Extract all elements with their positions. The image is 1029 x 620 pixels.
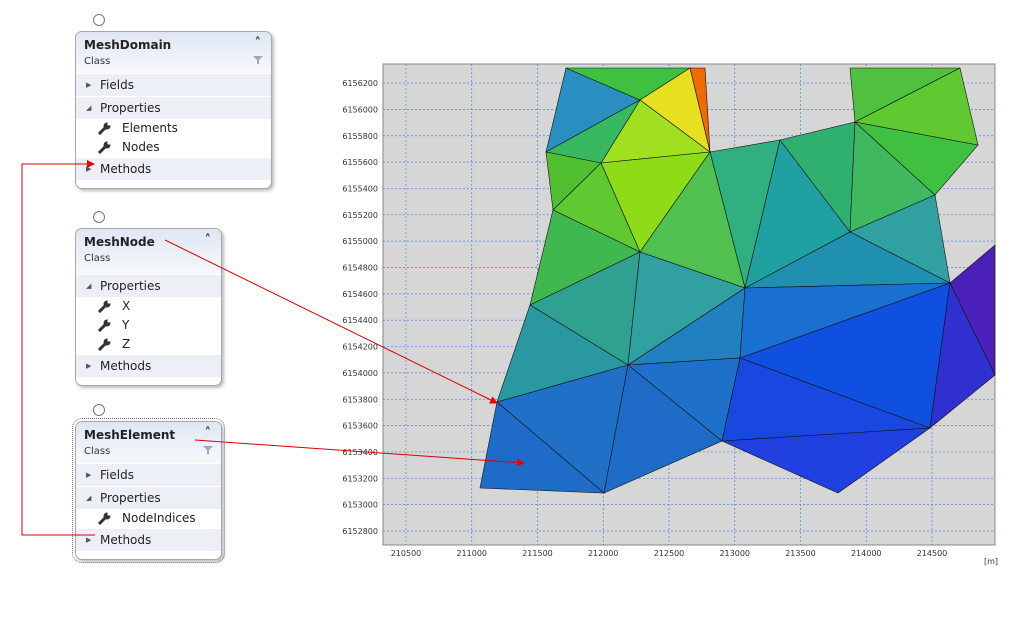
member: NodeIndices: [76, 509, 221, 528]
mesh-cell: [929, 281, 996, 429]
y-tick-label: 6154200: [342, 343, 378, 352]
class-kind: Class: [84, 253, 111, 264]
expander: ▶: [86, 362, 92, 370]
mesh-cell: [721, 427, 932, 494]
y-tick-label: 6155600: [342, 158, 378, 167]
collapse-icon: ˄: [254, 36, 262, 51]
y-tick-label: 6155200: [342, 211, 378, 220]
mesh-cell: [603, 364, 723, 494]
class-header: MeshNode Class ˄: [76, 229, 221, 274]
class-header: MeshElement Class ˄: [76, 422, 221, 463]
member: X: [76, 297, 221, 316]
member: Elements: [76, 119, 271, 138]
y-tick-label: 6152800: [342, 527, 378, 536]
member: Nodes: [76, 138, 271, 157]
wrench-icon: [97, 141, 112, 160]
x-tick-label: 213000: [719, 549, 750, 558]
wrench-icon: [97, 512, 112, 531]
member: Y: [76, 316, 221, 335]
x-tick-label: 214000: [851, 549, 882, 558]
collapse-icon: ˄: [204, 426, 212, 441]
x-tick-label: 210500: [391, 549, 422, 558]
mesh: [479, 67, 996, 494]
expander: ▶: [86, 81, 92, 89]
section-header[interactable]: Properties ◢: [76, 274, 221, 297]
wrench-icon: [97, 338, 112, 357]
y-tick-label: 6153000: [342, 501, 378, 510]
section-header[interactable]: Properties ◢: [76, 486, 221, 509]
filter-icon: [203, 440, 213, 459]
class-name: MeshNode: [84, 235, 155, 249]
wrench-icon: [97, 300, 112, 319]
y-tick-label: 6153200: [342, 474, 378, 483]
class-name: MeshElement: [84, 428, 176, 442]
x-tick-label: 211000: [456, 549, 487, 558]
x-tick-label: 211500: [522, 549, 553, 558]
section-header[interactable]: Methods ▶: [76, 157, 271, 180]
connector: [93, 404, 105, 416]
y-tick-label: 6156200: [342, 79, 378, 88]
y-tick-label: 6154000: [342, 369, 378, 378]
class-box[interactable]: MeshElement Class ˄ Fields ▶ Properties ◢ NodeI…: [72, 418, 225, 563]
x-tick-label: 213500: [785, 549, 816, 558]
section-header[interactable]: Properties ◢: [76, 96, 271, 119]
y-tick-label: 6153800: [342, 395, 378, 404]
class-kind: Class: [84, 56, 111, 67]
member: Z: [76, 335, 221, 354]
section-header[interactable]: Fields ▶: [76, 73, 271, 96]
link-arrow: [194, 439, 525, 467]
link-arrow: [164, 239, 498, 404]
connector: [93, 14, 105, 26]
y-tick-label: 6155400: [342, 184, 378, 193]
class-kind: Class: [84, 446, 111, 457]
expander: ▶: [86, 165, 92, 173]
section-header[interactable]: Methods ▶: [76, 354, 221, 377]
link-arrow: [21, 160, 95, 536]
expander: ▶: [86, 471, 92, 479]
section-header[interactable]: Methods ▶: [76, 528, 221, 551]
unit-label: [m]: [984, 557, 998, 566]
wrench-icon: [97, 122, 112, 141]
y-tick-label: 6154800: [342, 264, 378, 273]
x-tick-label: 212000: [588, 549, 619, 558]
connector: [93, 211, 105, 223]
y-tick-label: 6154600: [342, 290, 378, 299]
y-tick-label: 6155000: [342, 237, 378, 246]
mesh-cell: [854, 67, 979, 146]
filter-icon: [253, 50, 263, 69]
class-name: MeshDomain: [84, 38, 172, 52]
expander: ▶: [86, 536, 92, 544]
links: [21, 160, 525, 536]
class-box[interactable]: MeshDomain Class ˄ Fields ▶ Properties ◢ Elemen…: [75, 31, 272, 189]
class-header: MeshDomain Class ˄: [76, 32, 271, 73]
expander: ◢: [86, 104, 92, 112]
wrench-icon: [97, 319, 112, 338]
section-header[interactable]: Fields ▶: [76, 463, 221, 486]
expander: ◢: [86, 282, 92, 290]
collapse-icon: ˄: [204, 233, 212, 248]
mesh-cell: [479, 401, 605, 494]
expander: ◢: [86, 494, 92, 502]
class-box[interactable]: MeshNode Class ˄ Properties ◢ X Y Z Methods ▶: [75, 228, 222, 386]
y-tick-label: 6155800: [342, 132, 378, 141]
y-tick-label: 6153600: [342, 422, 378, 431]
x-tick-label: 212500: [654, 549, 685, 558]
y-tick-label: 6153400: [342, 448, 378, 457]
x-tick-label: 214500: [917, 549, 948, 558]
y-tick-label: 6156000: [342, 105, 378, 114]
y-tick-label: 6154400: [342, 316, 378, 325]
